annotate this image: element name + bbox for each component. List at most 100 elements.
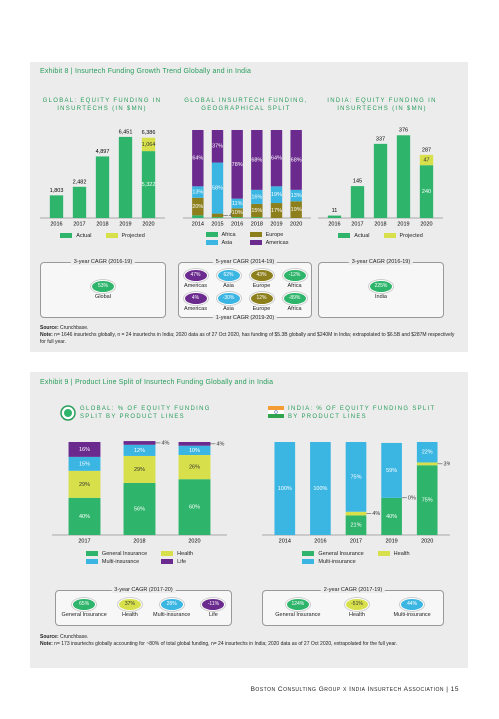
total-label: 2,482 <box>73 179 87 185</box>
bar-segment <box>231 217 243 218</box>
legend-label: Multi-insurance <box>318 559 356 565</box>
cagr-panel: 3-year CAGR (2016-19) 225% India <box>318 259 444 318</box>
cagr-item: 225% India <box>369 280 393 300</box>
cagr-label: India <box>375 294 387 300</box>
bar-segment <box>350 186 365 218</box>
bar-segment <box>68 497 101 535</box>
legend: Africa Europe Asia Americas <box>183 232 311 246</box>
legend: General Insurance Health Multi-insurance <box>262 551 450 565</box>
cagr-item: 47% Americas <box>183 268 208 289</box>
legend-label: General Insurance <box>101 551 148 557</box>
legend-item: Multi-insurance <box>85 559 147 565</box>
legend-label: Health <box>177 551 194 557</box>
panel-footer-title: 1-year CAGR (2019-20) <box>212 315 278 321</box>
cagr-label: Africa <box>287 282 302 289</box>
x-tick-label: 2017 <box>78 538 90 544</box>
total-label: 6,451 <box>119 129 133 135</box>
bar-segment <box>231 130 243 199</box>
legend-label: Actual <box>354 233 370 239</box>
data-label: 3% <box>444 461 450 467</box>
cagr-value: -11% <box>201 598 226 611</box>
data-label: 10% <box>232 210 243 216</box>
data-label: 19% <box>291 207 302 213</box>
bar-segment <box>373 143 388 218</box>
data-label: 0% <box>408 495 416 501</box>
chart: 2016 2017 2018 2019 2020 240 47 11 145 337 376 287 <box>318 128 443 227</box>
cagr-value: -89% <box>282 291 307 305</box>
legend-item: Life <box>161 559 193 565</box>
x-tick-label: 2020 <box>142 221 154 227</box>
legend-swatch <box>85 559 98 565</box>
data-label: 26% <box>189 465 200 471</box>
source-note: Source: Crunchbase. Note: n= 1646 insurt… <box>40 325 460 346</box>
cagr-value: 12% <box>249 291 274 305</box>
chart: 2017 2018 2020 40% 56% 60% 29% 29% 26% 15% 12% 10% 1… <box>52 440 227 544</box>
data-label: 56% <box>134 506 145 512</box>
data-label: 19% <box>271 192 282 198</box>
bar-segment <box>381 497 402 535</box>
bar-segment <box>141 137 156 152</box>
bar-segment <box>419 165 434 218</box>
legend-label: Multi-insurance <box>101 559 140 565</box>
bar-segment <box>68 456 101 471</box>
bar-segment <box>290 189 302 202</box>
legend-swatch <box>338 233 351 239</box>
data-label: 40% <box>79 514 90 520</box>
cagr-panel: 3-year CAGR (2016-19) 53% Global <box>40 259 166 318</box>
bar-segment <box>270 203 283 218</box>
bar-segment <box>251 203 263 218</box>
note: n= 173 insurtechs globally accounting fo… <box>54 641 398 647</box>
cagr-item: 124% General Insurance <box>275 598 320 618</box>
legend-label: Europe <box>265 232 284 238</box>
cagr-label: General Insurance <box>61 612 107 618</box>
data-label: 4% <box>161 440 169 446</box>
x-tick-label: 2020 <box>188 538 200 544</box>
x-tick-label: 2017 <box>350 538 362 544</box>
x-tick-label: 2015 <box>211 221 223 227</box>
legend-item: Actual <box>60 233 92 239</box>
panel-body: 53% Global <box>41 263 165 317</box>
data-label: 59% <box>386 468 397 474</box>
cagr-value: -51% <box>344 598 369 611</box>
bar-segment <box>178 442 211 446</box>
data-label: 15% <box>251 208 262 214</box>
bar-segment <box>231 208 243 218</box>
cagr-panel: 3-year CAGR (2017-20) 65% General Insuranc… <box>55 587 232 626</box>
cagr-label: Global <box>95 294 111 300</box>
x-tick-label: 2018 <box>251 221 263 227</box>
data-label: 13% <box>291 193 302 199</box>
panel-body: 225% India <box>319 263 443 317</box>
bar-segment <box>72 186 87 218</box>
legend-swatch <box>249 240 262 246</box>
total-label: 376 <box>399 128 408 134</box>
x-tick-label: 2019 <box>119 221 131 227</box>
bar-segment <box>270 186 283 204</box>
legend-item: Africa <box>205 232 236 238</box>
panel-body: 47% Americas 62% Asia 43% Europe -12% Africa 4% A… <box>179 263 311 317</box>
data-label: 12% <box>134 448 145 454</box>
data-label: 68% <box>291 157 302 163</box>
panel-row: 4% Americas -30% Asia 12% Europe -89% Africa <box>179 291 311 312</box>
cagr-value: 28% <box>159 598 184 611</box>
legend-swatch <box>105 233 118 239</box>
bar-segment <box>251 130 263 190</box>
cagr-item: 12% Europe <box>249 291 274 312</box>
cagr-value: -30% <box>216 291 241 305</box>
panel-row: 124% General Insurance -51% Health 44% Multi-… <box>263 598 443 618</box>
cagr-item: 43% Europe <box>249 268 274 289</box>
x-tick-label: 2018 <box>133 538 145 544</box>
data-label: 5,322 <box>142 182 156 188</box>
legend-label: Life <box>177 559 187 565</box>
cagr-item: 44% Multi-insurance <box>393 598 431 618</box>
cagr-panel: 2-year CAGR (2017-19) 124% General Insuran… <box>262 587 444 626</box>
data-label: 60% <box>189 505 200 511</box>
data-label: 13% <box>192 189 203 195</box>
legend-label: Projected <box>399 233 423 239</box>
legend-item: Projected <box>383 233 423 239</box>
bar-segment <box>381 442 402 498</box>
x-tick-label: 2016 <box>314 538 326 544</box>
panel-title: 3-year CAGR (2016-19) <box>348 259 414 265</box>
bar-segment <box>68 470 101 498</box>
x-tick-label: 2016 <box>231 221 243 227</box>
total-label: 1,803 <box>50 188 64 194</box>
